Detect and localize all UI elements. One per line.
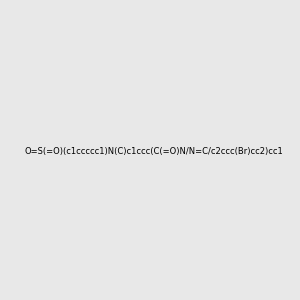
Text: O=S(=O)(c1ccccc1)N(C)c1ccc(C(=O)N/N=C/c2ccc(Br)cc2)cc1: O=S(=O)(c1ccccc1)N(C)c1ccc(C(=O)N/N=C/c2… xyxy=(24,147,283,156)
